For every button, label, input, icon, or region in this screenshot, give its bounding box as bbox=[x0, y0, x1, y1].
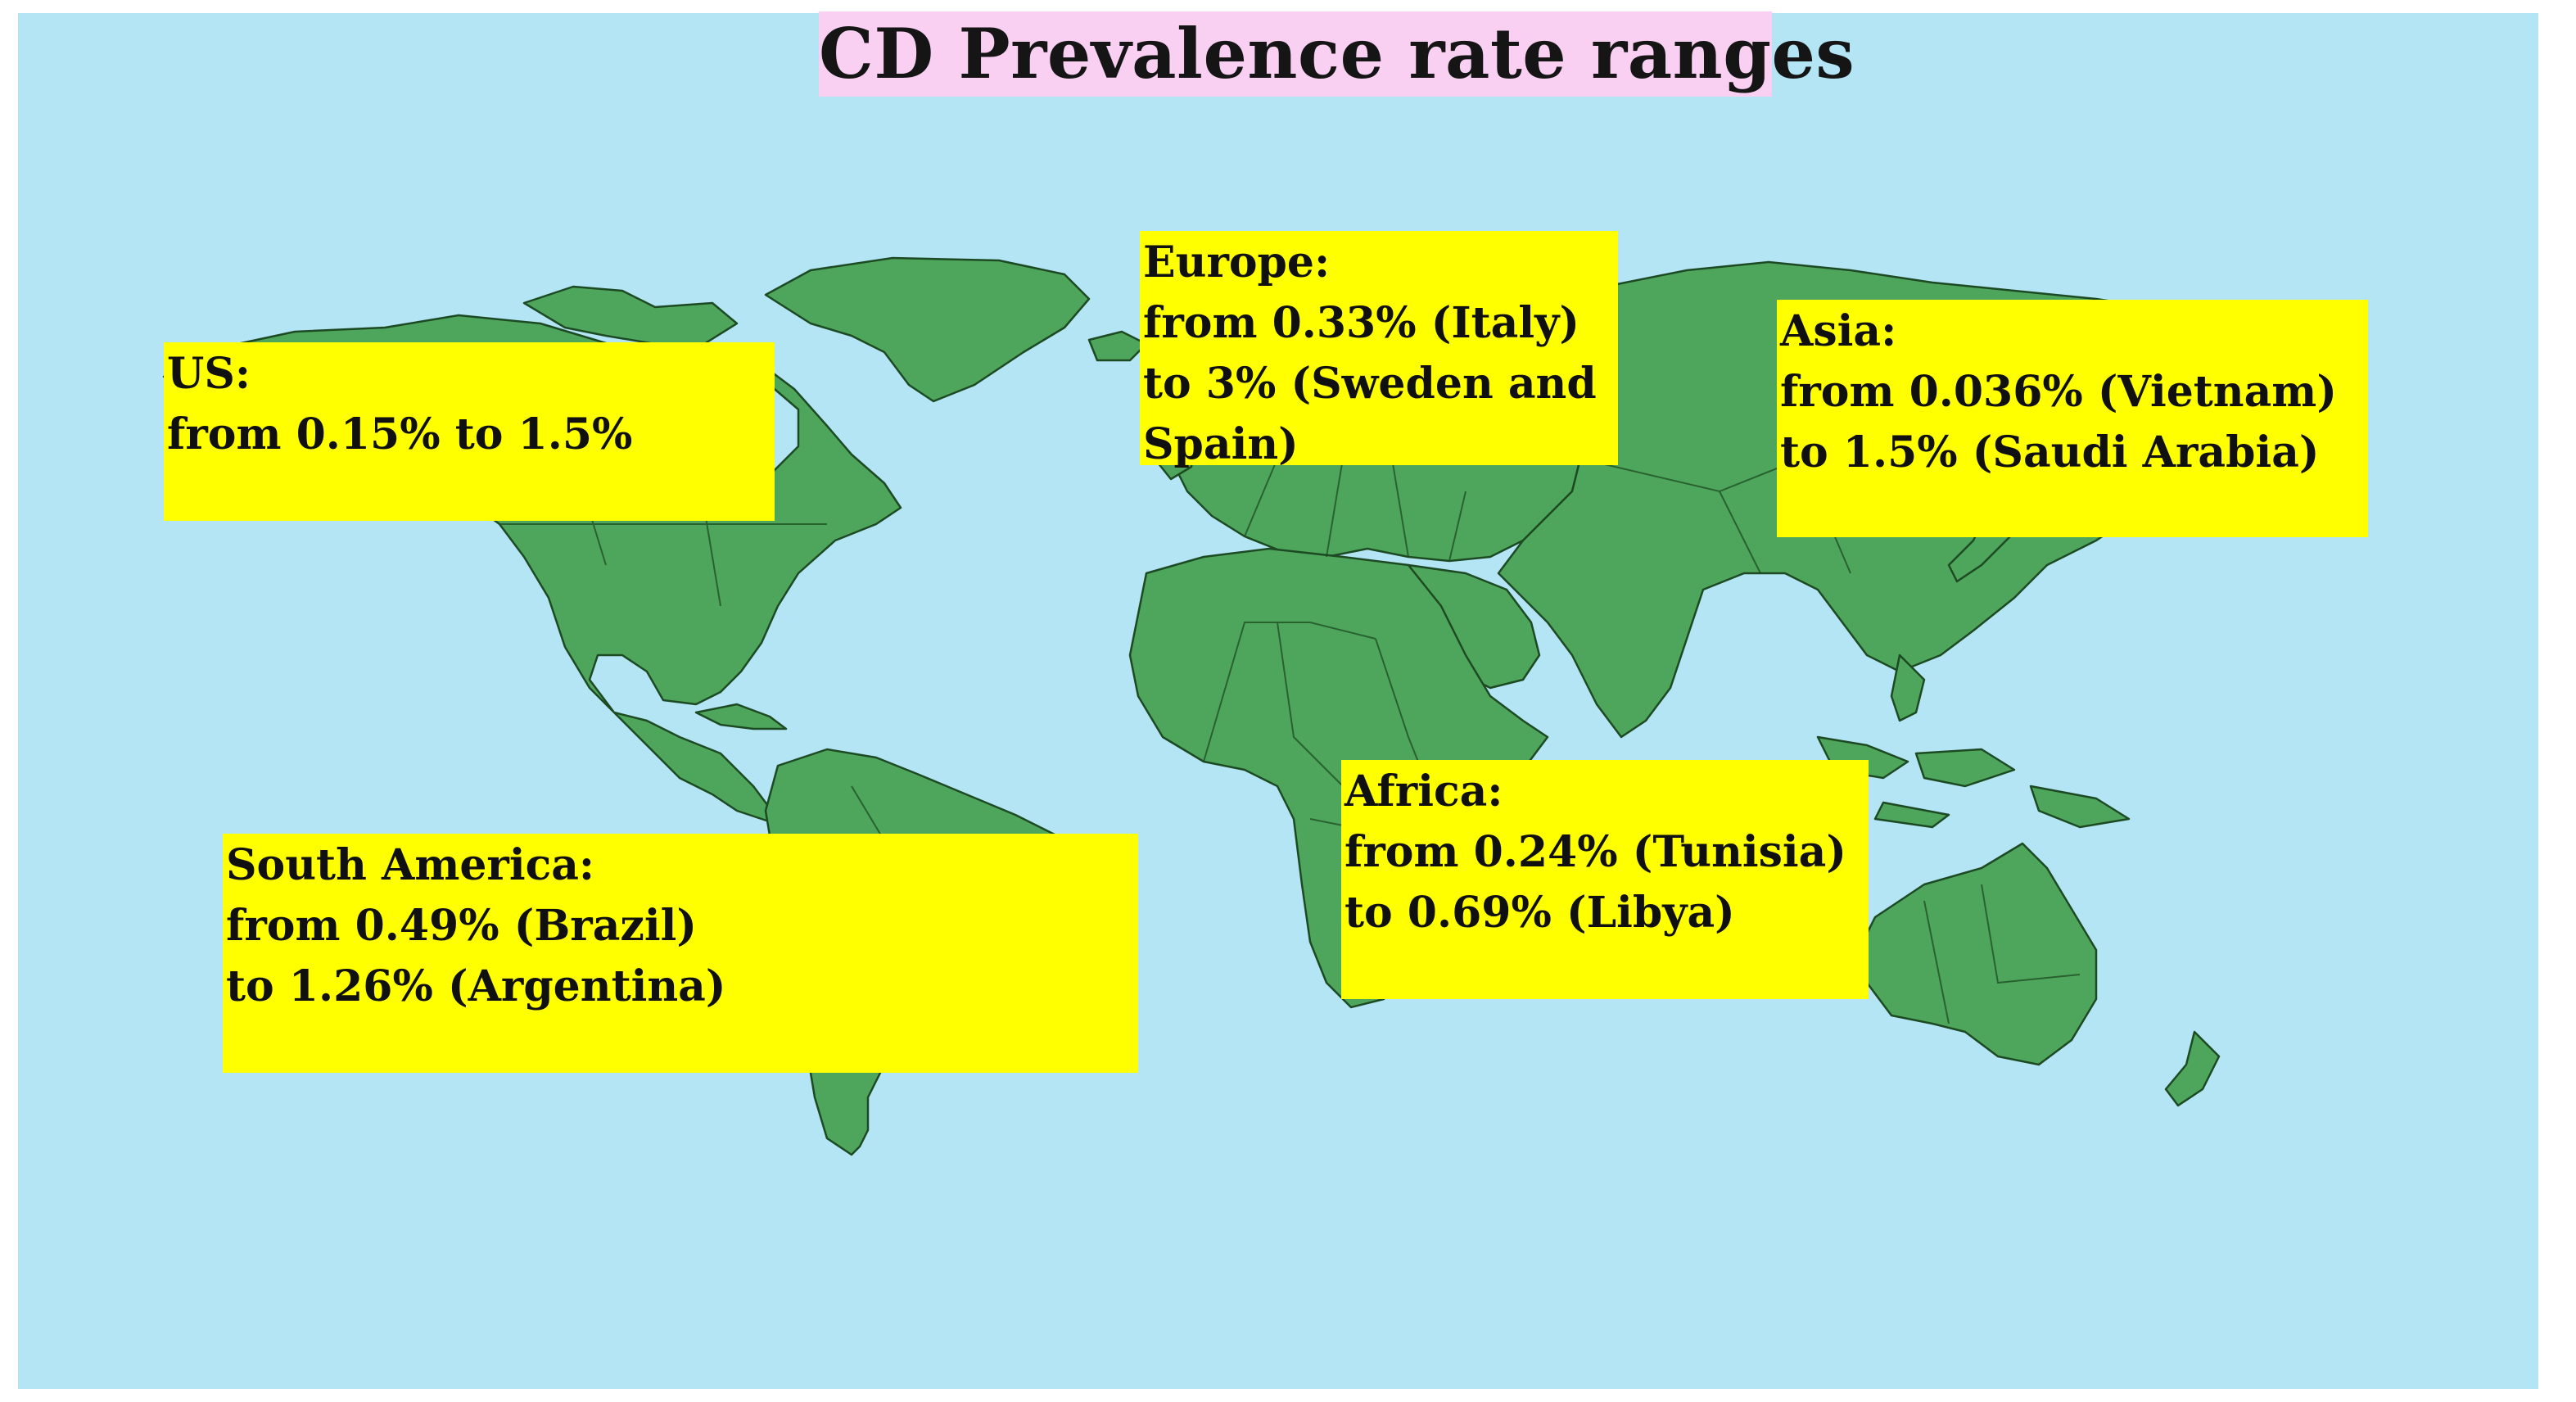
landmass-arctic-islands bbox=[522, 285, 739, 346]
label-line: to 1.26% (Argentina) bbox=[226, 961, 726, 1011]
label-box-europe: Europe: from 0.33% (Italy) to 3% (Sweden… bbox=[1140, 231, 1618, 469]
label-line: to 0.69% (Libya) bbox=[1344, 888, 1735, 938]
label-line: to 1.5% (Saudi Arabia) bbox=[1780, 427, 2320, 477]
landmass-philippines bbox=[1890, 654, 1926, 722]
world-map bbox=[162, 256, 2294, 1156]
label-region-name: South America: bbox=[226, 840, 595, 890]
label-region-name: Europe: bbox=[1143, 237, 1331, 287]
label-box-south-america: South America: from 0.49% (Brazil) to 1.… bbox=[223, 834, 1138, 1073]
landmass-greenland bbox=[764, 256, 1091, 403]
label-box-us: US: from 0.15% to 1.5% bbox=[164, 342, 775, 521]
label-line: from 0.15% to 1.5% bbox=[167, 409, 633, 459]
label-region-name: US: bbox=[167, 349, 251, 399]
label-line: to 3% (Sweden and bbox=[1143, 359, 1597, 409]
label-region-name: Africa: bbox=[1344, 767, 1503, 816]
landmass-caribbean bbox=[694, 703, 788, 730]
label-line: from 0.33% (Italy) bbox=[1143, 298, 1579, 348]
label-line: from 0.036% (Vietnam) bbox=[1780, 367, 2337, 417]
map-frame bbox=[18, 13, 2538, 1389]
label-box-asia: Asia: from 0.036% (Vietnam) to 1.5% (Sau… bbox=[1777, 300, 2368, 537]
landmass-australia bbox=[1857, 842, 2098, 1066]
label-box-africa: Africa: from 0.24% (Tunisia) to 0.69% (L… bbox=[1341, 760, 1869, 999]
landmass-iceland bbox=[1087, 330, 1148, 362]
label-region-name: Asia: bbox=[1780, 306, 1897, 356]
map-title: CD Prevalence rate ranges bbox=[819, 11, 1855, 97]
label-line: from 0.24% (Tunisia) bbox=[1344, 827, 1846, 877]
landmass-new-zealand bbox=[2164, 1030, 2221, 1107]
landmass-indonesia bbox=[1816, 735, 2131, 829]
label-line: Spain) bbox=[1143, 419, 1299, 469]
label-line: from 0.49% (Brazil) bbox=[226, 901, 698, 951]
